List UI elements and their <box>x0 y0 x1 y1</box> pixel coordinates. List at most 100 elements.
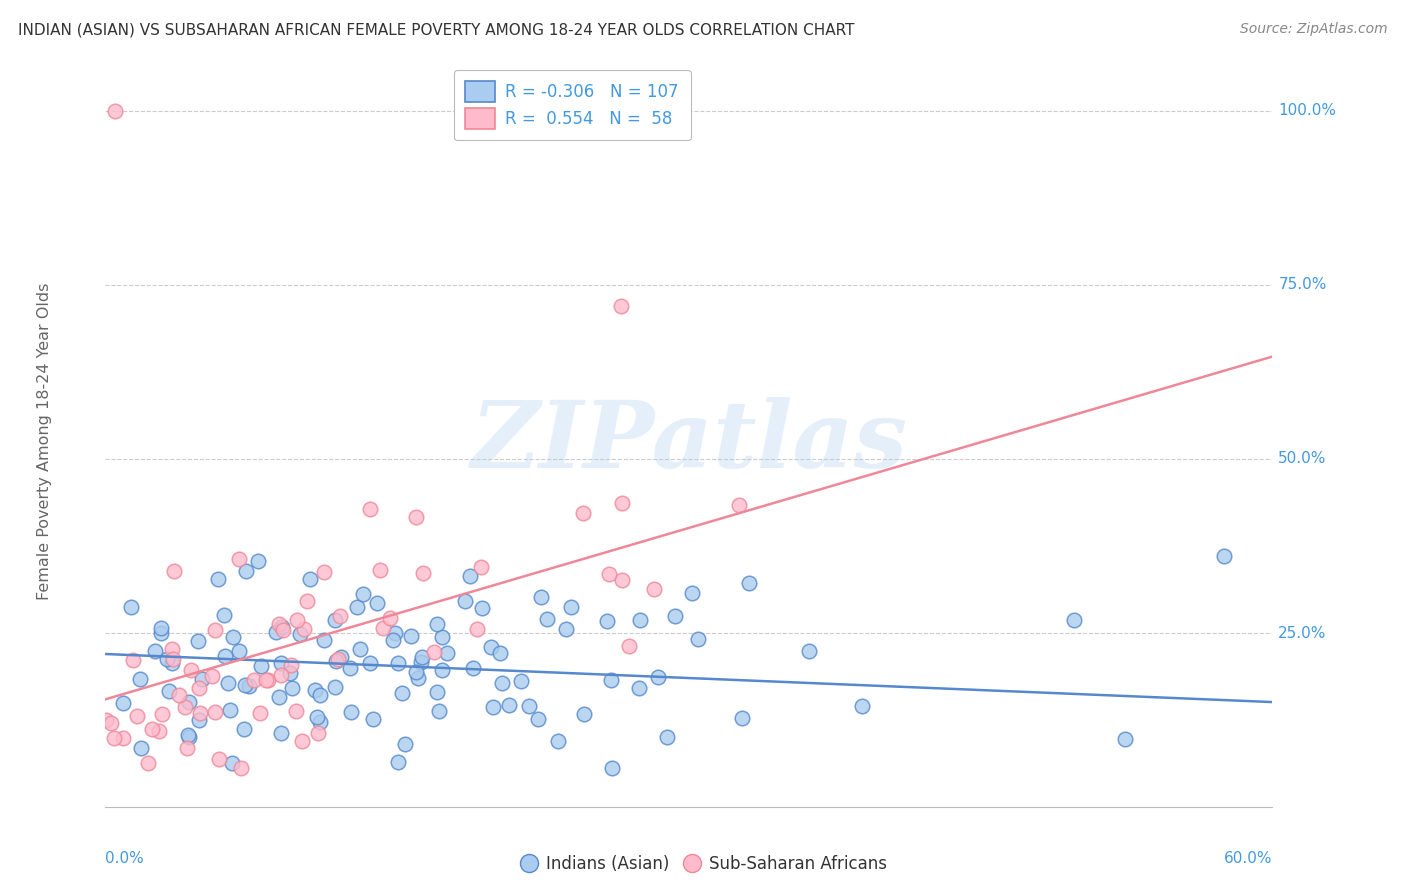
Point <box>572 506 595 520</box>
Point <box>149 622 172 636</box>
Point <box>308 688 330 702</box>
Point <box>412 566 434 581</box>
Point <box>323 680 346 694</box>
Point <box>366 596 388 610</box>
Point <box>479 640 502 654</box>
Point <box>221 630 243 644</box>
Point <box>148 724 170 739</box>
Point <box>384 626 406 640</box>
Point <box>555 622 578 636</box>
Point <box>288 627 311 641</box>
Point <box>242 673 264 687</box>
Point <box>399 629 422 643</box>
Point <box>307 726 329 740</box>
Point <box>264 624 287 639</box>
Text: Female Poverty Among 18-24 Year Olds: Female Poverty Among 18-24 Year Olds <box>38 283 52 600</box>
Point <box>391 686 413 700</box>
Point <box>339 706 361 720</box>
Point <box>686 632 709 646</box>
Point <box>214 608 236 623</box>
Point <box>465 622 488 636</box>
Point <box>233 678 256 692</box>
Point <box>489 646 512 660</box>
Point <box>141 722 163 736</box>
Point <box>269 690 291 704</box>
Legend: Indians (Asian), Sub-Saharan Africans: Indians (Asian), Sub-Saharan Africans <box>512 848 894 880</box>
Point <box>598 567 620 582</box>
Point <box>228 644 250 658</box>
Point <box>359 657 381 671</box>
Point <box>162 652 184 666</box>
Point <box>250 658 273 673</box>
Point <box>143 644 166 658</box>
Point <box>231 761 253 775</box>
Point <box>157 684 180 698</box>
Point <box>380 611 402 625</box>
Point <box>370 563 392 577</box>
Point <box>681 586 703 600</box>
Point <box>314 565 336 579</box>
Point <box>491 675 513 690</box>
Point <box>560 600 582 615</box>
Point <box>298 573 321 587</box>
Point <box>160 656 183 670</box>
Point <box>436 646 458 660</box>
Point <box>851 698 873 713</box>
Point <box>208 752 231 766</box>
Point <box>628 681 651 696</box>
Text: INDIAN (ASIAN) VS SUBSAHARAN AFRICAN FEMALE POVERTY AMONG 18-24 YEAR OLDS CORREL: INDIAN (ASIAN) VS SUBSAHARAN AFRICAN FEM… <box>18 22 855 37</box>
Point <box>600 673 623 687</box>
Point <box>430 664 453 678</box>
Point <box>187 634 209 648</box>
Point <box>530 591 553 605</box>
Point <box>482 699 505 714</box>
Point <box>112 731 135 745</box>
Point <box>284 704 307 718</box>
Point <box>647 669 669 683</box>
Point <box>160 641 183 656</box>
Point <box>292 622 315 636</box>
Point <box>285 613 308 627</box>
Point <box>426 617 449 632</box>
Point <box>408 671 430 685</box>
Point <box>371 621 394 635</box>
Point <box>471 600 494 615</box>
Point <box>270 656 292 670</box>
Point <box>643 582 665 596</box>
Text: 100.0%: 100.0% <box>1278 103 1336 118</box>
Point <box>271 620 294 634</box>
Point <box>247 554 270 568</box>
Point <box>463 661 485 675</box>
Point <box>257 673 280 688</box>
Point <box>187 714 209 728</box>
Point <box>281 681 304 695</box>
Point <box>217 676 239 690</box>
Point <box>628 613 651 627</box>
Point <box>136 756 159 771</box>
Point <box>427 705 450 719</box>
Point <box>280 658 302 673</box>
Point <box>361 712 384 726</box>
Text: 75.0%: 75.0% <box>1278 277 1327 293</box>
Point <box>509 674 531 689</box>
Text: 0.0%: 0.0% <box>105 851 145 866</box>
Text: Source: ZipAtlas.com: Source: ZipAtlas.com <box>1240 22 1388 37</box>
Point <box>128 672 150 686</box>
Point <box>655 730 678 744</box>
Point <box>526 712 548 726</box>
Point <box>270 726 292 740</box>
Point <box>104 103 127 118</box>
Point <box>536 612 558 626</box>
Point <box>411 650 433 665</box>
Point <box>329 649 352 664</box>
Point <box>352 587 374 601</box>
Point <box>188 706 211 721</box>
Point <box>179 695 201 709</box>
Point <box>307 710 329 724</box>
Point <box>339 661 361 675</box>
Point <box>238 679 260 693</box>
Point <box>405 665 427 679</box>
Point <box>387 755 409 769</box>
Point <box>278 665 301 680</box>
Point <box>617 639 640 653</box>
